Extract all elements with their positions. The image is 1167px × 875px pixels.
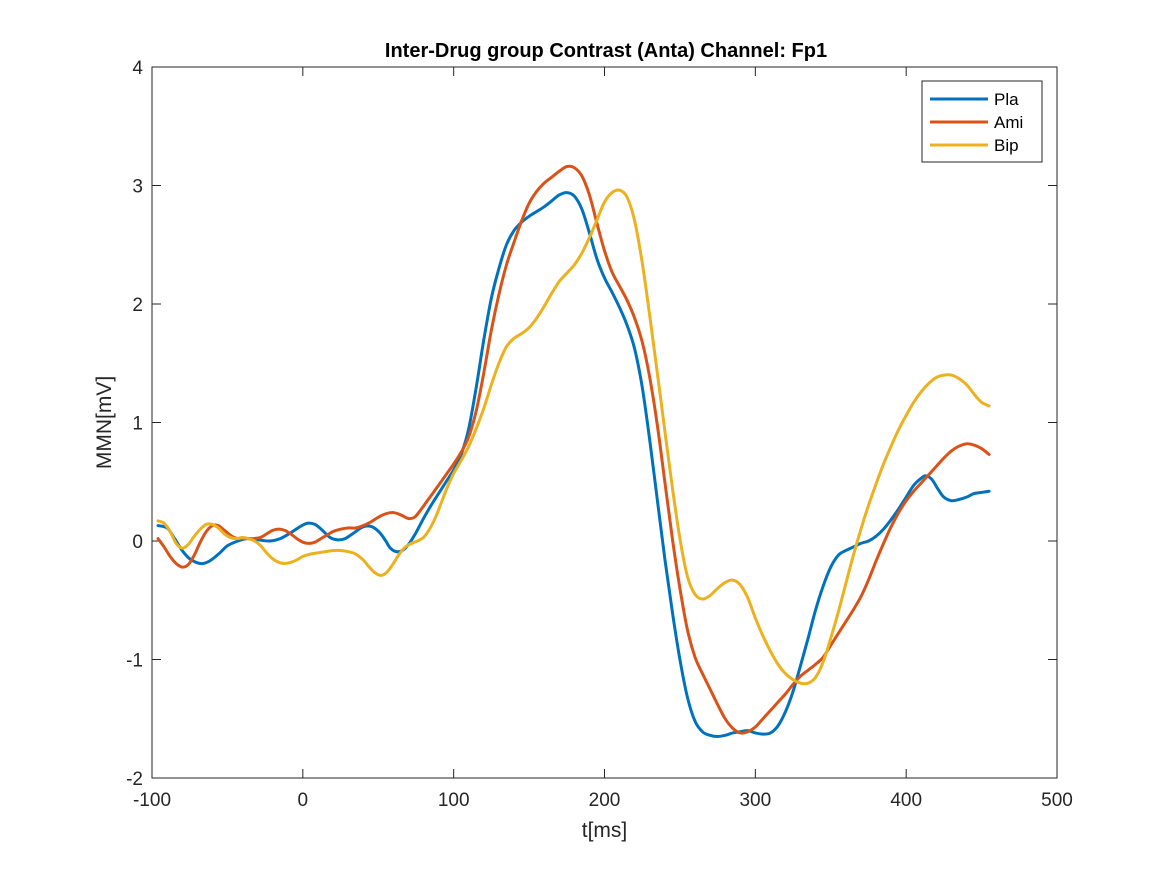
legend-label-ami: Ami bbox=[994, 113, 1023, 132]
axis-ticks: -100 0 100 200 300 400 500 -2 -1 0 1 2 3 4 bbox=[126, 58, 1073, 811]
y-tick-label: -1 bbox=[126, 651, 143, 672]
legend-label-bip: Bip bbox=[994, 136, 1019, 155]
x-tick-label: -100 bbox=[133, 790, 171, 811]
plot-area bbox=[151, 66, 1058, 779]
y-tick-label: 0 bbox=[132, 532, 143, 553]
y-tick-label: 4 bbox=[132, 58, 143, 79]
x-tick-label: 100 bbox=[438, 790, 470, 811]
x-axis-label: t[ms] bbox=[582, 819, 628, 842]
x-tick-label: 300 bbox=[739, 790, 771, 811]
x-tick-label: 400 bbox=[890, 790, 922, 811]
y-axis-label: MMN[mV] bbox=[93, 376, 116, 469]
y-tick-label: 3 bbox=[132, 177, 143, 198]
x-tick-label: 200 bbox=[589, 790, 621, 811]
x-tick-label: 500 bbox=[1041, 790, 1073, 811]
chart-title: Inter-Drug group Contrast (Anta) Channel… bbox=[385, 40, 827, 62]
series-layer bbox=[156, 164, 991, 739]
legend-label-pla: Pla bbox=[994, 90, 1019, 109]
series-line-bip bbox=[156, 188, 991, 686]
y-tick-label: -2 bbox=[126, 769, 143, 790]
legend: Pla Ami Bip bbox=[921, 80, 1043, 163]
x-tick-label: 0 bbox=[298, 790, 309, 811]
y-tick-label: 1 bbox=[132, 414, 143, 435]
series-line-pla bbox=[156, 191, 991, 739]
y-tick-label: 2 bbox=[132, 295, 143, 316]
series-line-ami bbox=[156, 164, 991, 735]
